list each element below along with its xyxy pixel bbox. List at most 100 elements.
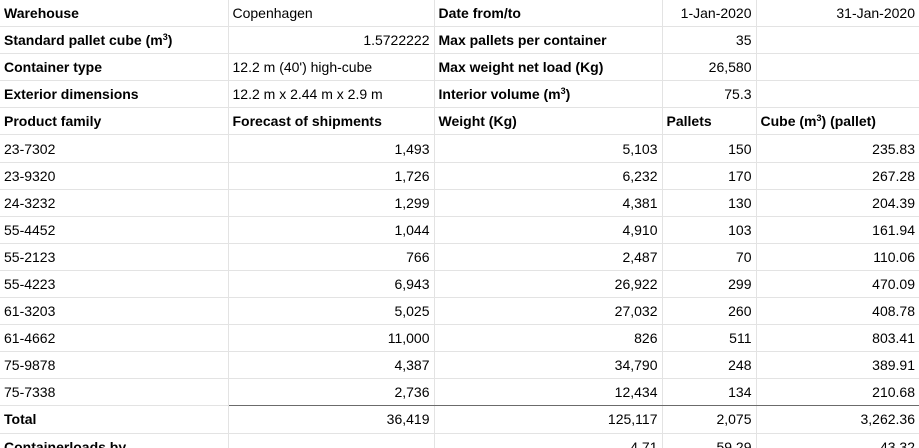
cell-weight[interactable]: 2,487 (434, 243, 663, 271)
cell-containerloads-pallets[interactable]: 59.29 (662, 433, 757, 448)
cell-interior-volume-value[interactable]: 75.3 (662, 80, 757, 109)
table-row: 55-2123 766 2,487 70 110.06 (0, 243, 919, 271)
cell-cube[interactable]: 267.28 (756, 162, 919, 190)
cell-containerloads-label[interactable]: Containerloads by (0, 433, 229, 448)
cell-weight[interactable]: 26,922 (434, 270, 663, 299)
cell-pallets[interactable]: 103 (662, 216, 757, 244)
superscript-3: 3 (816, 113, 822, 124)
cell-container-type-value[interactable]: 12.2 m (40') high-cube (228, 53, 435, 82)
cell-weight[interactable]: 27,032 (434, 297, 663, 326)
cell-exterior-dims-value[interactable]: 12.2 m x 2.44 m x 2.9 m (228, 80, 435, 109)
info-row-container-type: Container type 12.2 m (40') high-cube Ma… (0, 53, 919, 82)
header-forecast[interactable]: Forecast of shipments (228, 107, 435, 136)
cell-weight[interactable]: 12,434 (434, 378, 663, 407)
cell-pallets[interactable]: 130 (662, 189, 757, 217)
cell-pallet-cube-value[interactable]: 1.5722222 (228, 26, 435, 55)
cell-pallets[interactable]: 70 (662, 243, 757, 271)
cell-forecast[interactable]: 1,044 (228, 216, 435, 244)
cell-pallets[interactable]: 248 (662, 351, 757, 380)
cell-pallets[interactable]: 134 (662, 378, 757, 407)
cell-weight[interactable]: 6,232 (434, 162, 663, 190)
cell-max-pallets-label[interactable]: Max pallets per container (434, 26, 663, 55)
cell-cube[interactable]: 110.06 (756, 243, 919, 271)
table-row: 55-4223 6,943 26,922 299 470.09 (0, 270, 919, 299)
cell-cube[interactable]: 389.91 (756, 351, 919, 380)
cell-total-pallets[interactable]: 2,075 (662, 405, 757, 434)
cell-forecast[interactable]: 766 (228, 243, 435, 271)
cell-weight[interactable]: 826 (434, 324, 663, 353)
label-text: Standard pallet cube (m (4, 32, 163, 49)
cell-containerloads-cube[interactable]: 43.32 (756, 433, 919, 448)
cell-container-type-label[interactable]: Container type (0, 53, 229, 82)
cell-total-cube[interactable]: 3,262.36 (756, 405, 919, 434)
cell-forecast[interactable]: 1,726 (228, 162, 435, 190)
cell-date-label[interactable]: Date from/to (434, 0, 663, 28)
cell-product-family[interactable]: 23-9320 (0, 162, 229, 190)
cell-weight[interactable]: 5,103 (434, 134, 663, 163)
info-row-pallet-cube: Standard pallet cube (m3) 1.5722222 Max … (0, 26, 919, 55)
table-row: 75-7338 2,736 12,434 134 210.68 (0, 378, 919, 407)
cell-cube[interactable]: 803.41 (756, 324, 919, 353)
cell-pallets[interactable]: 299 (662, 270, 757, 299)
cell-max-weight-label[interactable]: Max weight net load (Kg) (434, 53, 663, 82)
cell-weight[interactable]: 4,381 (434, 189, 663, 217)
cell-product-family[interactable]: 24-3232 (0, 189, 229, 217)
cell-pallet-cube-label[interactable]: Standard pallet cube (m3) (0, 26, 229, 55)
header-pallets[interactable]: Pallets (662, 107, 757, 136)
cell-empty[interactable] (756, 53, 919, 82)
cell-containerloads-weight[interactable]: 4.71 (434, 433, 663, 448)
cell-forecast[interactable]: 1,493 (228, 134, 435, 163)
cell-pallets[interactable]: 260 (662, 297, 757, 326)
cell-forecast[interactable]: 2,736 (228, 378, 435, 407)
cell-empty[interactable] (756, 80, 919, 109)
cell-empty[interactable] (228, 433, 435, 448)
cell-date-to[interactable]: 31-Jan-2020 (756, 0, 919, 28)
cell-total-label[interactable]: Total (0, 405, 229, 434)
cell-product-family[interactable]: 61-4662 (0, 324, 229, 353)
info-row-exterior-dims: Exterior dimensions 12.2 m x 2.44 m x 2.… (0, 80, 919, 109)
cell-total-weight[interactable]: 125,117 (434, 405, 663, 434)
header-product-family[interactable]: Product family (0, 107, 229, 136)
cell-product-family[interactable]: 55-4452 (0, 216, 229, 244)
cell-forecast[interactable]: 6,943 (228, 270, 435, 299)
cell-pallets[interactable]: 150 (662, 134, 757, 163)
cell-pallets[interactable]: 511 (662, 324, 757, 353)
cell-warehouse-value[interactable]: Copenhagen (228, 0, 435, 28)
cell-cube[interactable]: 204.39 (756, 189, 919, 217)
cell-empty[interactable] (756, 26, 919, 55)
cell-max-weight-value[interactable]: 26,580 (662, 53, 757, 82)
cell-cube[interactable]: 470.09 (756, 270, 919, 299)
cell-product-family[interactable]: 75-9878 (0, 351, 229, 380)
cell-interior-volume-label[interactable]: Interior volume (m3) (434, 80, 663, 109)
cell-forecast[interactable]: 1,299 (228, 189, 435, 217)
cell-forecast[interactable]: 11,000 (228, 324, 435, 353)
cell-exterior-dims-label[interactable]: Exterior dimensions (0, 80, 229, 109)
cell-date-from[interactable]: 1-Jan-2020 (662, 0, 757, 28)
cell-forecast[interactable]: 4,387 (228, 351, 435, 380)
cell-product-family[interactable]: 75-7338 (0, 378, 229, 407)
cell-cube[interactable]: 210.68 (756, 378, 919, 407)
cell-product-family[interactable]: 61-3203 (0, 297, 229, 326)
label-text: ) (565, 86, 571, 103)
cell-cube[interactable]: 235.83 (756, 134, 919, 163)
header-cube[interactable]: Cube (m3) (pallet) (756, 107, 919, 136)
label-text: Cube (m (760, 113, 817, 130)
cell-product-family[interactable]: 23-7302 (0, 134, 229, 163)
table-row: 23-9320 1,726 6,232 170 267.28 (0, 162, 919, 190)
cell-max-pallets-value[interactable]: 35 (662, 26, 757, 55)
cell-cube[interactable]: 161.94 (756, 216, 919, 244)
cell-product-family[interactable]: 55-4223 (0, 270, 229, 299)
label-text: ) (167, 32, 173, 49)
cell-forecast[interactable]: 5,025 (228, 297, 435, 326)
cell-pallets[interactable]: 170 (662, 162, 757, 190)
cell-weight[interactable]: 4,910 (434, 216, 663, 244)
cell-warehouse-label[interactable]: Warehouse (0, 0, 229, 28)
cell-weight[interactable]: 34,790 (434, 351, 663, 380)
header-weight[interactable]: Weight (Kg) (434, 107, 663, 136)
cell-total-forecast[interactable]: 36,419 (228, 405, 435, 434)
containerloads-row: Containerloads by 4.71 59.29 43.32 (0, 433, 919, 448)
cell-cube[interactable]: 408.78 (756, 297, 919, 326)
cell-product-family[interactable]: 55-2123 (0, 243, 229, 271)
